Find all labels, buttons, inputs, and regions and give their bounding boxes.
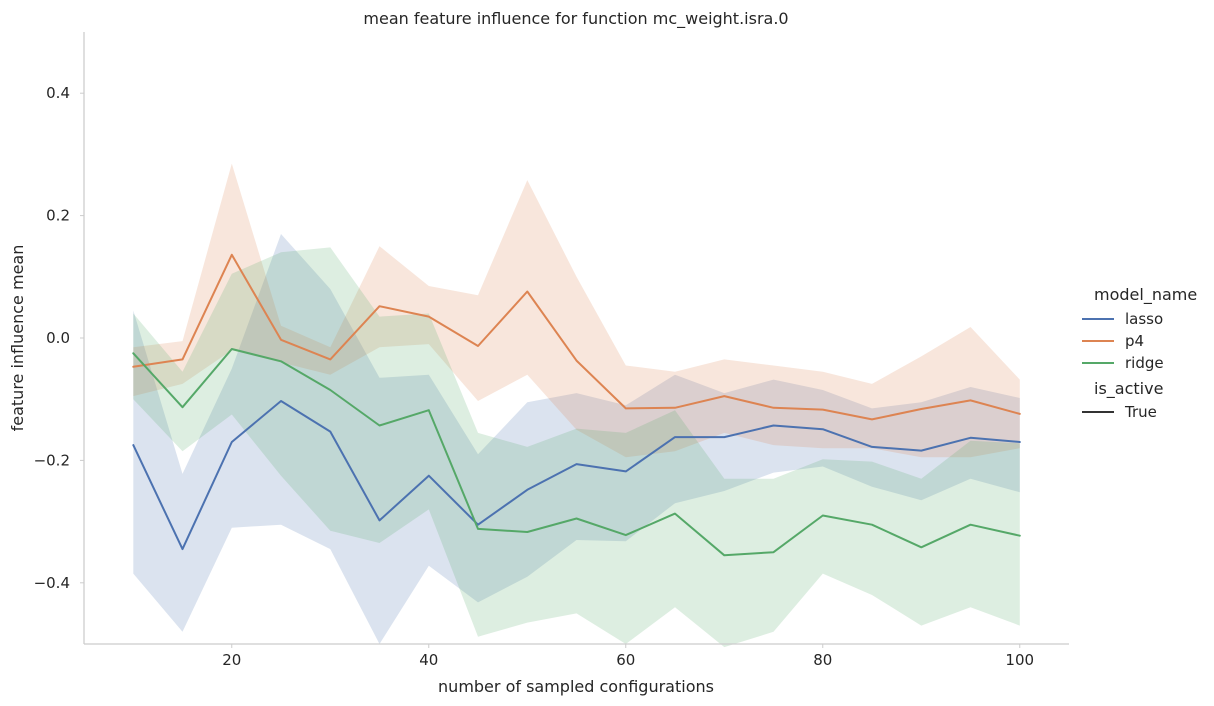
data-point-p4 (821, 408, 825, 412)
data-point-p4 (870, 417, 874, 421)
x-tick-label: 20 (222, 651, 241, 669)
series-line-p4 (132, 253, 1021, 421)
data-point-ridge (969, 523, 973, 527)
y-ticks: −0.4 −0.2 0.0 0.2 0.4 (34, 84, 84, 592)
y-tick-label: −0.4 (34, 574, 70, 592)
legend-label-ridge: ridge (1125, 354, 1164, 372)
y-tick-label: 0.0 (46, 329, 70, 347)
data-point-ridge (919, 545, 923, 549)
data-point-p4 (624, 406, 628, 410)
y-axis-title: feature influence mean (8, 245, 27, 432)
confidence-bands (133, 163, 1020, 648)
data-point-ridge (722, 553, 726, 557)
data-point-p4 (279, 338, 283, 342)
ci-band-ridge (133, 247, 1020, 648)
y-tick-label: −0.2 (34, 451, 70, 469)
data-point-ridge (525, 530, 529, 534)
data-point-lasso (624, 469, 628, 473)
data-point-ridge (476, 527, 480, 531)
data-point-ridge (624, 533, 628, 537)
data-point-p4 (230, 253, 234, 257)
legend-style-label: True (1124, 403, 1157, 421)
data-point-ridge (427, 408, 431, 412)
x-ticks: 20 40 60 80 100 (222, 644, 1034, 669)
x-axis-title: number of sampled configurations (438, 677, 714, 696)
data-point-p4 (476, 344, 480, 348)
data-point-ridge (328, 388, 332, 392)
legend: model_name lasso p4 ridge is_active True (1082, 285, 1197, 421)
data-point-ridge (181, 405, 185, 409)
series-line-ridge (132, 348, 1021, 557)
data-point-ridge (131, 351, 135, 355)
data-point-lasso (378, 518, 382, 522)
x-tick-label: 80 (813, 651, 832, 669)
data-point-p4 (969, 398, 973, 402)
data-point-lasso (427, 474, 431, 478)
data-point-ridge (870, 523, 874, 527)
data-point-ridge (673, 512, 677, 516)
chart-title: mean feature influence for function mc_w… (363, 9, 788, 29)
data-point-p4 (772, 406, 776, 410)
data-point-ridge (821, 514, 825, 518)
data-point-ridge (1018, 534, 1022, 538)
data-point-p4 (722, 394, 726, 398)
data-point-lasso (279, 399, 283, 403)
data-point-lasso (919, 449, 923, 453)
data-point-p4 (525, 290, 529, 294)
data-point-lasso (969, 436, 973, 440)
data-point-lasso (722, 435, 726, 439)
data-point-lasso (328, 430, 332, 434)
data-point-p4 (427, 315, 431, 319)
data-point-p4 (378, 304, 382, 308)
legend-label-p4: p4 (1125, 332, 1144, 350)
ci-band-lasso (133, 234, 1020, 644)
data-point-lasso (772, 424, 776, 428)
y-tick-label: 0.2 (46, 207, 70, 225)
data-point-lasso (870, 445, 874, 449)
data-point-p4 (328, 357, 332, 361)
data-point-p4 (919, 407, 923, 411)
x-tick-label: 60 (616, 651, 635, 669)
data-point-ridge (279, 359, 283, 363)
data-point-ridge (575, 517, 579, 521)
x-tick-label: 100 (1005, 651, 1034, 669)
data-point-lasso (131, 443, 135, 447)
data-point-lasso (181, 547, 185, 551)
data-point-p4 (1018, 412, 1022, 416)
legend-hue-items: lasso p4 ridge (1082, 310, 1164, 372)
data-point-lasso (525, 488, 529, 492)
series-line-lasso (132, 400, 1021, 551)
data-point-ridge (772, 550, 776, 554)
data-point-lasso (673, 435, 677, 439)
data-point-p4 (181, 357, 185, 361)
data-point-p4 (131, 365, 135, 369)
legend-hue-title: model_name (1094, 285, 1197, 305)
data-point-ridge (230, 347, 234, 351)
data-point-ridge (378, 424, 382, 428)
series-lines (131, 253, 1022, 557)
legend-style-title: is_active (1094, 379, 1163, 399)
x-tick-label: 40 (419, 651, 438, 669)
data-point-lasso (575, 462, 579, 466)
data-point-lasso (1018, 440, 1022, 444)
data-point-lasso (821, 427, 825, 431)
data-point-p4 (673, 406, 677, 410)
ci-band-p4 (133, 163, 1020, 458)
y-tick-label: 0.4 (46, 84, 70, 102)
data-point-p4 (575, 359, 579, 363)
legend-label-lasso: lasso (1125, 310, 1163, 328)
legend-style-items: True (1082, 403, 1157, 421)
data-point-lasso (230, 440, 234, 444)
